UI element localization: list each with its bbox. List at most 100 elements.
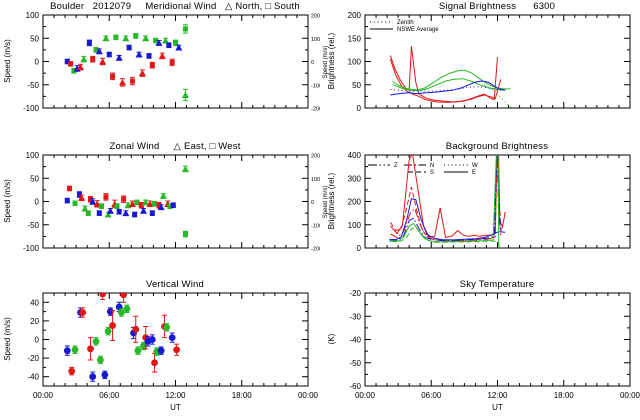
svg-text:00:00: 00:00: [620, 391, 640, 400]
svg-text:-20: -20: [349, 289, 361, 298]
svg-text:-50: -50: [349, 359, 361, 368]
data-points: [63, 293, 181, 382]
panel-title-sky-temperature: Sky Temperature: [459, 279, 535, 290]
panel-vertical-wind: Vertical Wind Speed (m/s) -40 -20 0 20 40 00:…: [0, 278, 320, 420]
svg-text:-40: -40: [27, 373, 39, 382]
chart-canvas-background-brightness: 0 100 200 300 400 Z NS WE: [348, 151, 631, 253]
data-points: [64, 165, 189, 238]
svg-text:0: 0: [357, 104, 362, 113]
svg-text:50: 50: [30, 34, 39, 43]
svg-text:40: 40: [30, 298, 39, 307]
svg-text:12:00: 12:00: [165, 391, 186, 400]
axes: [42, 154, 309, 249]
chart-zonal-wind: -100 -50 0 50 100 -200 -100 0 100 200: [0, 140, 320, 282]
svg-text:-100: -100: [311, 83, 320, 89]
svg-text:100: 100: [348, 58, 362, 67]
chart-vertical-wind: -40 -20 0 20 40 00:00 06:00 12:00 18:00 00:00 UT: [0, 278, 320, 420]
panel-background-brightness: Background Brightness Brightness (rel.) …: [320, 140, 640, 282]
svg-text:W: W: [472, 163, 478, 169]
panel-sky-temperature: Sky Temperature (K) -60 -50 -40 -30 -20 00:00…: [320, 278, 640, 420]
axis-tick-labels: -60 -50 -40 -30 -20 00:00 06:00 12:00 18:00 00:00…: [349, 289, 640, 412]
axis-tick-labels: -40 -20 0 20 40 00:00 06:00 12:00 18:00 00:00 UT: [27, 298, 318, 412]
svg-text:200: 200: [311, 14, 320, 20]
panel-title-meridional-wind: Boulder 2012079 Meridional Wind △ North,…: [50, 1, 300, 12]
svg-text:18:00: 18:00: [232, 391, 253, 400]
svg-text:100: 100: [26, 11, 40, 20]
panel-title-zonal-wind: Zonal Wind △ East, □ West: [109, 141, 241, 152]
chart-canvas-sky-temperature: -60 -50 -40 -30 -20 00:00 06:00 12:00 18:00 00:00…: [349, 289, 640, 412]
axes: [42, 292, 309, 387]
svg-text:50: 50: [30, 174, 39, 183]
data-series: [389, 46, 513, 108]
svg-text:100: 100: [348, 221, 362, 230]
svg-text:0: 0: [357, 244, 362, 253]
axes: [364, 154, 631, 249]
svg-text:-50: -50: [27, 81, 39, 90]
chart-canvas-zonal-wind: -100 -50 0 50 100 -200 -100 0 100 200: [23, 151, 320, 253]
svg-text:00:00: 00:00: [355, 391, 376, 400]
axis-tick-labels: 0 100 200 300 400: [348, 151, 362, 253]
svg-text:-50: -50: [27, 221, 39, 230]
data-points: [64, 24, 189, 102]
svg-text:0: 0: [311, 60, 314, 66]
svg-text:20: 20: [30, 317, 39, 326]
panel-title-vertical-wind: Vertical Wind: [145, 279, 205, 290]
chart-background-brightness: 0 100 200 300 400 Z N S W E: [320, 140, 640, 282]
svg-text:100: 100: [26, 151, 40, 160]
data-series: [389, 155, 506, 248]
chart-signal-brightness: 0 50 100 150 200 Zenith NSWE Average: [320, 0, 640, 142]
svg-text:-40: -40: [349, 336, 361, 345]
svg-text:06:00: 06:00: [421, 391, 442, 400]
svg-text:UT: UT: [492, 403, 503, 412]
svg-text:400: 400: [348, 151, 362, 160]
panel-title-background-brightness: Background Brightness: [445, 141, 549, 152]
svg-text:S: S: [430, 170, 434, 176]
svg-text:200: 200: [348, 11, 362, 20]
svg-text:0: 0: [35, 336, 40, 345]
svg-text:Zenith: Zenith: [397, 20, 414, 26]
axes: [364, 292, 631, 387]
chart-sky-temperature: -60 -50 -40 -30 -20 00:00 06:00 12:00 18:00 00:00…: [320, 278, 640, 420]
svg-text:100: 100: [311, 37, 320, 43]
svg-text:-100: -100: [23, 244, 40, 253]
svg-text:0: 0: [35, 58, 40, 67]
svg-text:0: 0: [35, 198, 40, 207]
svg-text:300: 300: [348, 174, 362, 183]
axis-tick-labels: 0 50 100 150 200: [348, 11, 362, 113]
svg-text:50: 50: [352, 81, 361, 90]
svg-text:12:00: 12:00: [487, 391, 508, 400]
svg-text:00:00: 00:00: [298, 391, 319, 400]
svg-text:-30: -30: [349, 312, 361, 321]
axes: [364, 14, 631, 109]
panel-zonal-wind: Zonal Wind △ East, □ West Speed (m/s) Sp…: [0, 140, 329, 282]
axis-tick-labels: -100 -50 0 50 100 -200 -100 0 100 200: [23, 11, 320, 113]
svg-text:150: 150: [348, 34, 362, 43]
legend: Z NS WE: [368, 163, 478, 176]
svg-text:UT: UT: [170, 403, 181, 412]
panel-title-signal-brightness: Signal Brightness 6300: [438, 1, 556, 12]
svg-text:-200: -200: [311, 107, 320, 113]
chart-meridional-wind: -100 -50 0 50 100 -200 -100 0 100 200: [0, 0, 320, 142]
svg-text:-60: -60: [349, 382, 361, 391]
svg-text:-20: -20: [27, 354, 39, 363]
chart-canvas-meridional-wind: -100 -50 0 50 100 -200 -100 0 100 200: [23, 11, 320, 113]
svg-text:Z: Z: [394, 163, 398, 169]
svg-text:200: 200: [348, 198, 362, 207]
svg-text:-200: -200: [311, 247, 320, 253]
svg-text:00:00: 00:00: [33, 391, 54, 400]
svg-text:200: 200: [311, 154, 320, 160]
svg-text:E: E: [472, 170, 476, 176]
svg-text:-100: -100: [23, 104, 40, 113]
svg-text:100: 100: [311, 177, 320, 183]
axes: [42, 14, 309, 109]
panel-meridional-wind: Boulder 2012079 Meridional Wind △ North,…: [0, 0, 329, 142]
svg-text:N: N: [430, 163, 434, 169]
svg-text:-100: -100: [311, 223, 320, 229]
svg-text:06:00: 06:00: [99, 391, 120, 400]
svg-text:18:00: 18:00: [554, 391, 575, 400]
svg-text:NSWE Average: NSWE Average: [397, 27, 439, 33]
chart-canvas-vertical-wind: -40 -20 0 20 40 00:00 06:00 12:00 18:00 00:00 UT: [27, 292, 319, 412]
